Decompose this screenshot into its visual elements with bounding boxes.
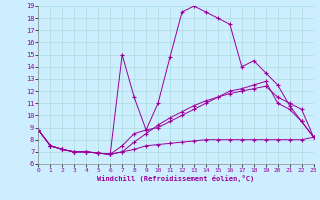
X-axis label: Windchill (Refroidissement éolien,°C): Windchill (Refroidissement éolien,°C): [97, 175, 255, 182]
